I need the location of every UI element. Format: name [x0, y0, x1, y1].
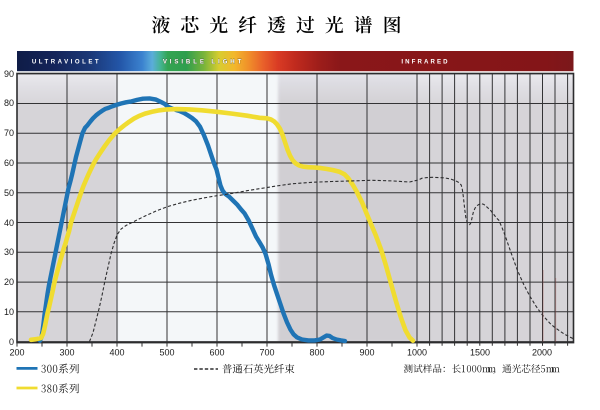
- svg-text:800: 800: [309, 348, 324, 358]
- svg-text:1000: 1000: [407, 348, 427, 358]
- svg-text:40: 40: [4, 218, 14, 228]
- svg-text:ULTRAVIOLET: ULTRAVIOLET: [32, 59, 101, 66]
- svg-text:VISIBLE LIGHT: VISIBLE LIGHT: [163, 59, 244, 66]
- svg-text:500: 500: [159, 348, 174, 358]
- svg-text:90: 90: [4, 69, 14, 79]
- svg-text:50: 50: [4, 188, 14, 198]
- svg-text:INFRARED: INFRARED: [401, 59, 449, 66]
- svg-text:200: 200: [9, 348, 24, 358]
- svg-text:900: 900: [359, 348, 374, 358]
- svg-text:60: 60: [4, 158, 14, 168]
- svg-text:10: 10: [4, 307, 14, 317]
- svg-text:300: 300: [59, 348, 74, 358]
- svg-text:20: 20: [4, 277, 14, 287]
- svg-text:0: 0: [9, 337, 14, 347]
- svg-text:70: 70: [4, 128, 14, 138]
- svg-text:30: 30: [4, 247, 14, 257]
- svg-text:700: 700: [259, 348, 274, 358]
- svg-text:400: 400: [109, 348, 124, 358]
- svg-text:80: 80: [4, 98, 14, 108]
- svg-text:2000: 2000: [532, 348, 552, 358]
- svg-text:600: 600: [209, 348, 224, 358]
- svg-text:1500: 1500: [470, 348, 490, 358]
